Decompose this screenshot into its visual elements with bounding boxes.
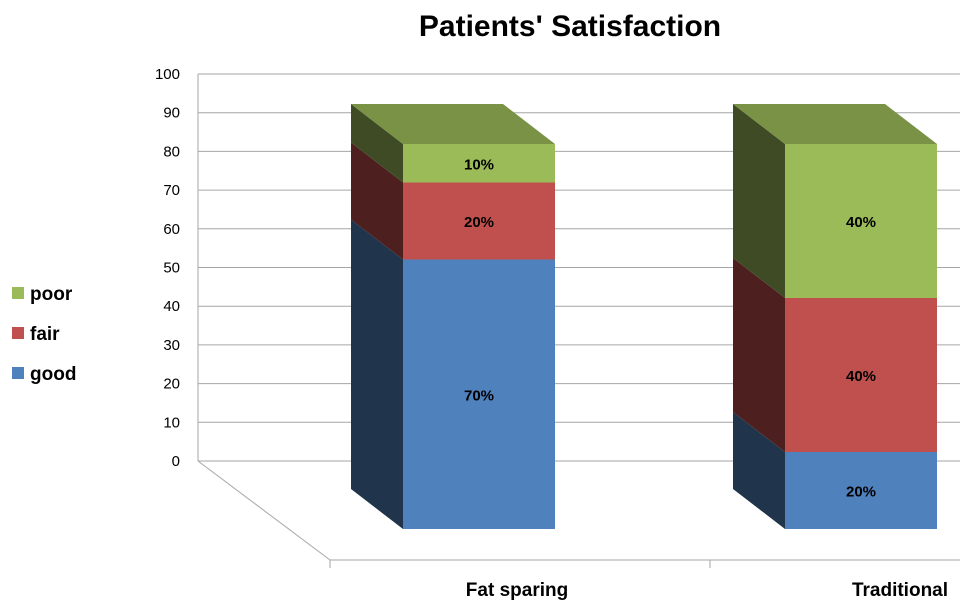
bar-side-poor bbox=[351, 104, 403, 183]
y-tick-label: 0 bbox=[172, 453, 180, 470]
y-tick-label: 20 bbox=[163, 376, 180, 393]
bar-top-poor bbox=[733, 104, 937, 144]
chart-title: Patients' Satisfaction bbox=[419, 10, 721, 43]
legend-label-fair: fair bbox=[30, 324, 60, 345]
bar-poor bbox=[785, 144, 937, 298]
data-label: 20% bbox=[464, 214, 494, 231]
bar-good bbox=[785, 452, 937, 529]
legend-label-poor: poor bbox=[30, 284, 73, 305]
category-labels: Fat sparing Traditional bbox=[466, 580, 948, 601]
category-label: Fat sparing bbox=[466, 580, 568, 601]
bar-good bbox=[403, 259, 555, 529]
y-tick-label: 60 bbox=[163, 221, 180, 238]
bar-poor bbox=[403, 144, 555, 183]
y-tick-label: 10 bbox=[163, 414, 180, 431]
y-tick-label: 100 bbox=[155, 66, 180, 83]
bar-side-good bbox=[351, 219, 403, 529]
axes bbox=[197, 74, 960, 568]
floor-depth-edge bbox=[197, 460, 331, 561]
y-tick-label: 30 bbox=[163, 337, 180, 354]
y-tick-label: 40 bbox=[163, 298, 180, 315]
legend-swatch-poor bbox=[12, 287, 24, 299]
legend-swatch-fair bbox=[12, 327, 24, 339]
legend-label-good: good bbox=[30, 364, 76, 385]
data-label: 70% bbox=[464, 387, 494, 404]
bar-top-poor bbox=[351, 104, 555, 144]
bar-side-good bbox=[733, 412, 785, 529]
y-tick-labels: 0 10 20 30 40 50 60 70 80 90 100 bbox=[155, 66, 180, 470]
legend-swatch-good bbox=[12, 367, 24, 379]
bar-fair bbox=[403, 182, 555, 260]
y-tick-label: 70 bbox=[163, 182, 180, 199]
data-labels: 70% 20% 10% 20% 40% 40% bbox=[464, 156, 876, 500]
y-tick-label: 90 bbox=[163, 105, 180, 122]
y-tick-label: 50 bbox=[163, 260, 180, 277]
bar-side-fair bbox=[351, 142, 403, 260]
data-label: 10% bbox=[464, 156, 494, 173]
bars bbox=[351, 104, 937, 529]
y-tick-label: 80 bbox=[163, 143, 180, 160]
category-label: Traditional bbox=[852, 580, 948, 601]
data-label: 40% bbox=[846, 214, 876, 231]
data-label: 40% bbox=[846, 368, 876, 385]
legend: poor fair good bbox=[12, 284, 76, 385]
bar-fair bbox=[785, 298, 937, 452]
bar-side-poor bbox=[733, 104, 785, 298]
data-label: 20% bbox=[846, 484, 876, 501]
bar-side-fair bbox=[733, 258, 785, 452]
